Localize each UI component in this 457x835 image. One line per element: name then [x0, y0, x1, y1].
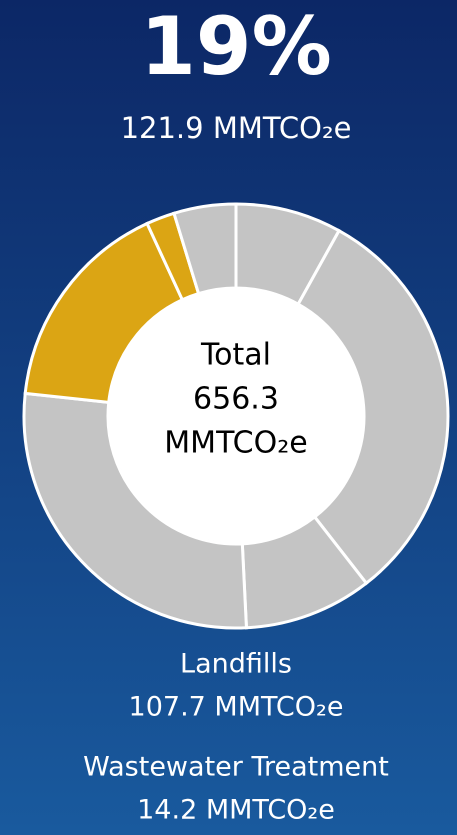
- value-label: 14.2 MMTCO₂e: [137, 795, 335, 826]
- center-text: 656.3: [193, 382, 279, 417]
- legend-label: Wastewater Treatment: [83, 752, 389, 783]
- headline: 19%: [140, 0, 331, 93]
- infographic: 19% 121.9 MMTCO₂e Landfills 107.7 MMTCO₂e…: [0, 0, 457, 835]
- value-label: 107.7 MMTCO₂e: [129, 692, 344, 723]
- headline-detail: 121.9 MMTCO₂e: [121, 111, 352, 145]
- center-text: MMTCO₂e: [164, 426, 307, 461]
- legend-label: Landfills: [180, 649, 292, 680]
- center-text: Total: [200, 338, 271, 373]
- page: 19% 121.9 MMTCO₂e Landfills 107.7 MMTCO₂e…: [0, 0, 457, 835]
